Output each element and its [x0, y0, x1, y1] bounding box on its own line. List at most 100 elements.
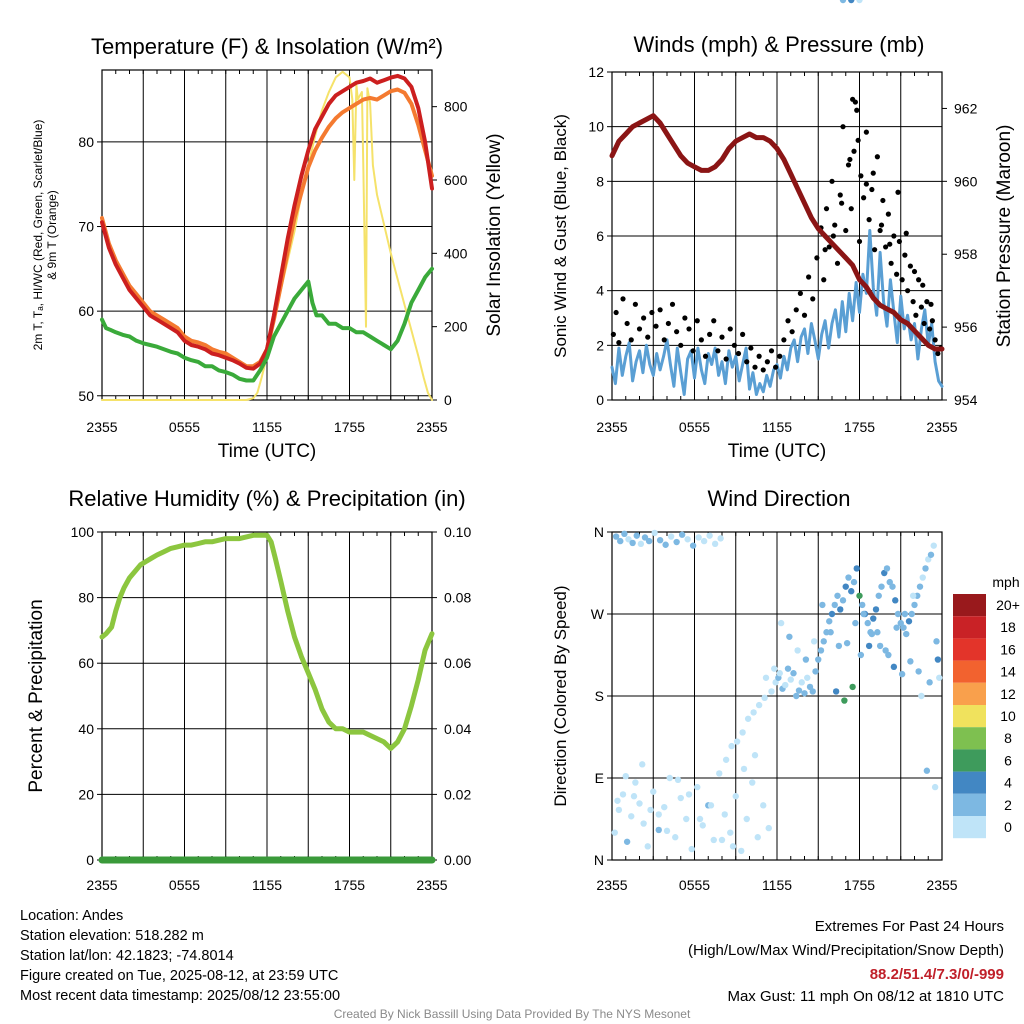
direction-point [868, 630, 876, 638]
gust-point [678, 342, 684, 348]
legend-swatch [953, 771, 986, 794]
direction-point [832, 688, 840, 695]
direction-point [761, 694, 768, 702]
direction-point [678, 531, 686, 538]
legend-title: mph [992, 574, 1019, 590]
direction-point [706, 532, 713, 539]
gust-point [698, 337, 704, 343]
max-gust-text: Max Gust: 11 mph On 08/12 at 1810 UTC [727, 988, 1004, 1005]
y-tick-label: 4 [596, 283, 604, 299]
gust-point [702, 353, 709, 359]
direction-point [930, 542, 937, 549]
direction-point [934, 656, 942, 663]
direction-point [740, 765, 748, 773]
gust-point [653, 323, 659, 329]
direction-point [890, 663, 898, 671]
direction-point [837, 606, 844, 613]
y-tick-label: 50 [78, 388, 94, 404]
y-tick-label: S [595, 688, 604, 704]
gust-point [840, 124, 846, 130]
direction-point [655, 826, 662, 834]
gust-point [814, 255, 820, 261]
direction-point [936, 674, 943, 681]
direction-point [696, 815, 704, 823]
gust-point [610, 331, 616, 337]
direction-point [684, 536, 691, 543]
direction-point [695, 534, 702, 541]
direction-point [630, 793, 638, 800]
gust-point [843, 227, 849, 234]
gust-point [768, 348, 775, 354]
direction-point [751, 752, 759, 759]
gust-point [826, 244, 832, 250]
direction-point [647, 806, 654, 814]
direction-point [874, 629, 881, 636]
direction-point [765, 824, 772, 832]
y-tick-label: W [591, 606, 605, 622]
x-tick-label: 0555 [679, 877, 710, 893]
direction-point [619, 791, 627, 798]
direction-point [931, 783, 939, 791]
legend-swatch [953, 705, 986, 728]
direction-point [755, 701, 763, 709]
y2-tick-label: 956 [954, 319, 978, 335]
gust-point [866, 217, 872, 223]
direction-point [889, 583, 896, 590]
y-tick-label: N [594, 524, 604, 540]
gust-point [715, 348, 721, 354]
chart-title: Temperature (F) & Insolation (W/m²) [91, 34, 443, 59]
direction-point [849, 683, 856, 691]
direction-point [853, 565, 860, 572]
direction-point [666, 774, 673, 782]
direction-point [933, 638, 940, 645]
y2-tick-label: 0.04 [444, 721, 471, 737]
gust-point [744, 359, 750, 365]
gust-point [872, 247, 878, 253]
direction-point [875, 592, 882, 599]
y-tick-label: 0 [86, 852, 94, 868]
chart-title: Relative Humidity (%) & Precipitation (i… [68, 486, 465, 511]
direction-point [839, 0, 847, 4]
gust-point [711, 318, 717, 324]
direction-point [812, 668, 819, 675]
gust-point [793, 307, 799, 313]
legend-swatch [953, 594, 986, 617]
gust-point [918, 304, 924, 310]
direction-point [901, 610, 909, 618]
x-tick-label: 1155 [252, 419, 282, 435]
gust-point [756, 353, 762, 359]
direction-point [819, 601, 826, 609]
chart-title: Winds (mph) & Pressure (mb) [634, 32, 925, 57]
series-line-t2m [100, 73, 434, 371]
gust-point [731, 342, 737, 348]
x-tick-label: 2355 [86, 877, 117, 893]
x-tick-label: 1755 [844, 419, 875, 435]
direction-point [794, 647, 801, 654]
direction-point [621, 530, 628, 538]
direction-point [919, 574, 926, 581]
station-latlon-text: Station lat/lon: 42.1823; -74.8014 [20, 948, 234, 964]
x-axis-label: Time (UTC) [728, 441, 827, 462]
y-tick-label: 70 [78, 219, 94, 235]
direction-point [801, 690, 808, 697]
direction-point [637, 540, 645, 548]
direction-point [711, 540, 719, 548]
x-tick-label: 1155 [762, 877, 792, 893]
direction-point [848, 0, 855, 4]
gust-point [932, 337, 938, 343]
direction-point [845, 574, 852, 581]
gust-point [752, 364, 758, 370]
location-text: Location: Andes [20, 908, 124, 924]
legend-label: 14 [1000, 664, 1016, 680]
gust-point [645, 334, 651, 340]
gust-point [628, 337, 634, 343]
direction-point [749, 779, 756, 786]
direction-point [809, 688, 816, 695]
x-tick-label: 0555 [679, 419, 710, 435]
gust-point [861, 195, 867, 201]
direction-point [787, 676, 794, 683]
x-tick-label: 1155 [762, 419, 792, 435]
chart-panel-1: Temperature (F) & Insolation (W/m²) 2355 0… [31, 34, 505, 462]
gust-point [613, 309, 619, 316]
gust-point [903, 230, 909, 236]
